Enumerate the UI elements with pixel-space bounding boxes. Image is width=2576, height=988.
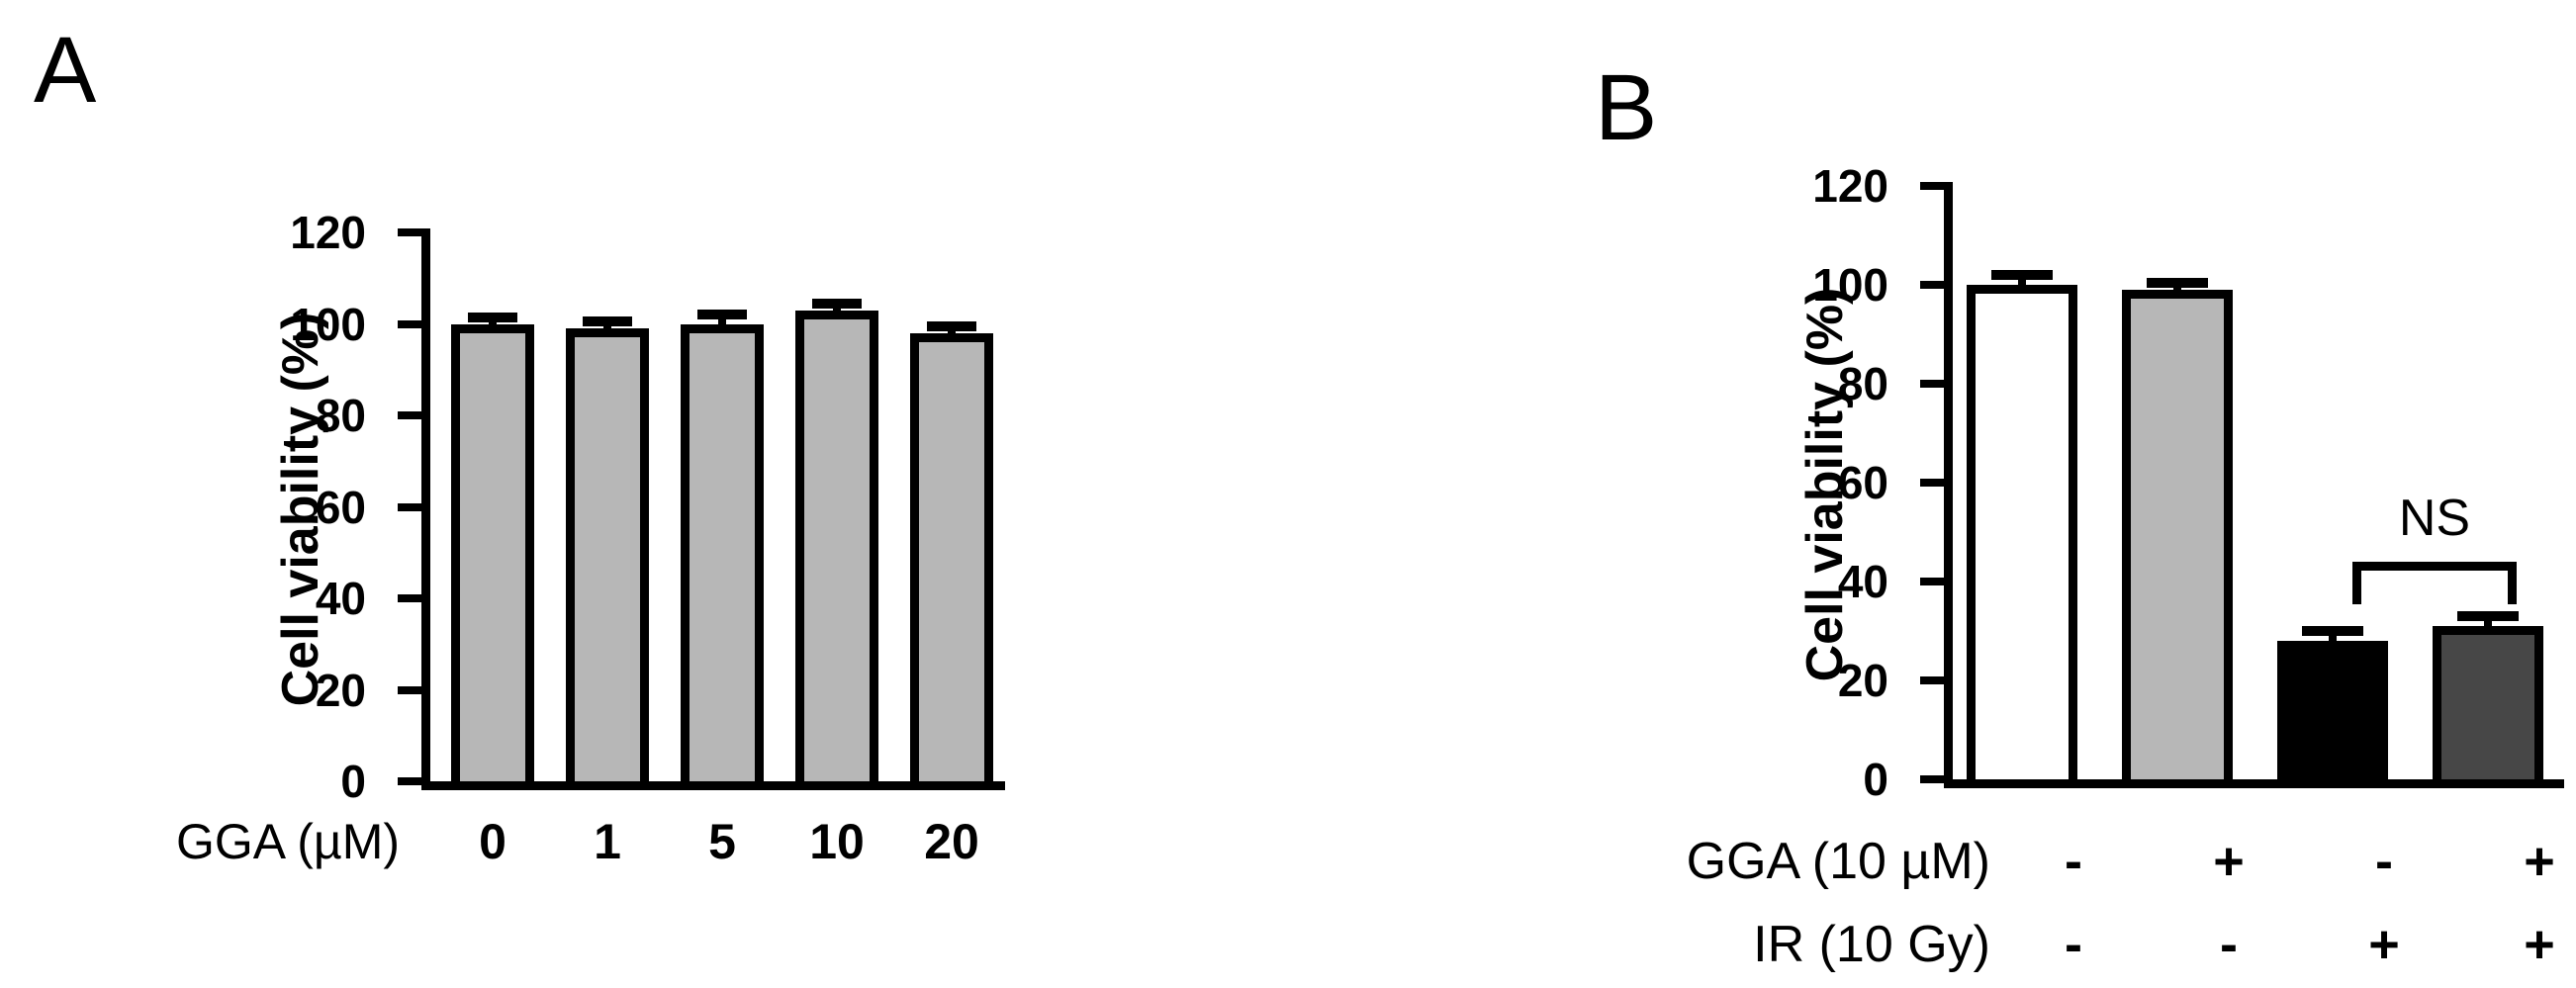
y-axis-line (1944, 182, 1953, 788)
y-tick-label: 120 (1812, 160, 1888, 212)
y-tick-label: 0 (340, 756, 366, 807)
y-tick-label: 40 (1837, 556, 1888, 607)
y-tick-mark (398, 228, 421, 236)
y-tick-label: 100 (1812, 259, 1888, 311)
y-tick-mark (1920, 281, 1944, 289)
y-tick-label: 60 (1837, 457, 1888, 508)
y-tick-label: 80 (315, 390, 366, 441)
y-tick-label: 120 (290, 207, 366, 258)
y-axis-line (421, 228, 430, 790)
y-tick-mark (1920, 479, 1944, 487)
condition-row-label: GGA (10 µM) (1686, 833, 1990, 890)
x-axis-line (1944, 779, 2564, 788)
ns-label: NS (2398, 490, 2471, 547)
y-tick-mark (1920, 775, 1944, 783)
x-axis-title: GGA (µM) (175, 814, 400, 869)
condition-sign: - (2220, 915, 2238, 974)
bar (681, 323, 764, 790)
error-bar-cap (697, 310, 747, 320)
y-tick-label: 20 (1837, 655, 1888, 706)
panel-b-label: B (1595, 55, 1658, 160)
x-category-label: 0 (479, 814, 506, 869)
bar (2277, 641, 2388, 788)
ns-bracket-leg (2508, 562, 2517, 604)
condition-sign: - (2065, 915, 2082, 974)
y-tick-mark (398, 685, 421, 694)
error-bar-cap (2147, 277, 2208, 288)
panel-a-label: A (34, 18, 97, 123)
x-category-label: 20 (924, 814, 979, 869)
condition-sign: + (2524, 915, 2555, 974)
error-bar-cap (2457, 611, 2519, 621)
bar (1967, 285, 2077, 788)
y-tick-mark (398, 502, 421, 511)
bar (566, 328, 649, 790)
x-category-label: 10 (809, 814, 865, 869)
y-tick-label: 80 (1837, 358, 1888, 409)
ns-bracket-top (2352, 562, 2517, 571)
condition-sign: + (2213, 832, 2245, 891)
condition-sign: + (2368, 915, 2400, 974)
error-bar-cap (583, 316, 632, 327)
y-tick-label: 40 (315, 573, 366, 624)
ns-bracket-leg (2352, 562, 2361, 604)
condition-sign: + (2524, 832, 2555, 891)
error-bar-cap (927, 320, 976, 331)
error-bar-cap (2302, 626, 2363, 636)
y-tick-mark (398, 594, 421, 602)
y-tick-mark (1920, 578, 1944, 585)
bar (2433, 626, 2543, 788)
error-bar-cap (812, 298, 862, 309)
condition-sign: - (2375, 832, 2393, 891)
error-bar-cap (468, 312, 517, 322)
error-bar-cap (1991, 270, 2053, 280)
bar (451, 323, 534, 790)
x-category-label: 1 (594, 814, 621, 869)
y-tick-label: 20 (315, 664, 366, 716)
y-tick-label: 60 (315, 481, 366, 533)
bar (795, 310, 878, 790)
x-category-label: 5 (708, 814, 736, 869)
bar (910, 332, 993, 790)
y-tick-mark (1920, 380, 1944, 388)
y-tick-mark (398, 319, 421, 328)
y-tick-label: 100 (290, 298, 366, 350)
condition-sign: - (2065, 832, 2082, 891)
y-tick-label: 0 (1863, 754, 1888, 805)
y-tick-mark (398, 777, 421, 785)
y-tick-mark (1920, 182, 1944, 190)
bar (2122, 290, 2233, 788)
y-tick-mark (1920, 676, 1944, 684)
condition-row-label: IR (10 Gy) (1753, 916, 1990, 973)
y-tick-mark (398, 411, 421, 419)
